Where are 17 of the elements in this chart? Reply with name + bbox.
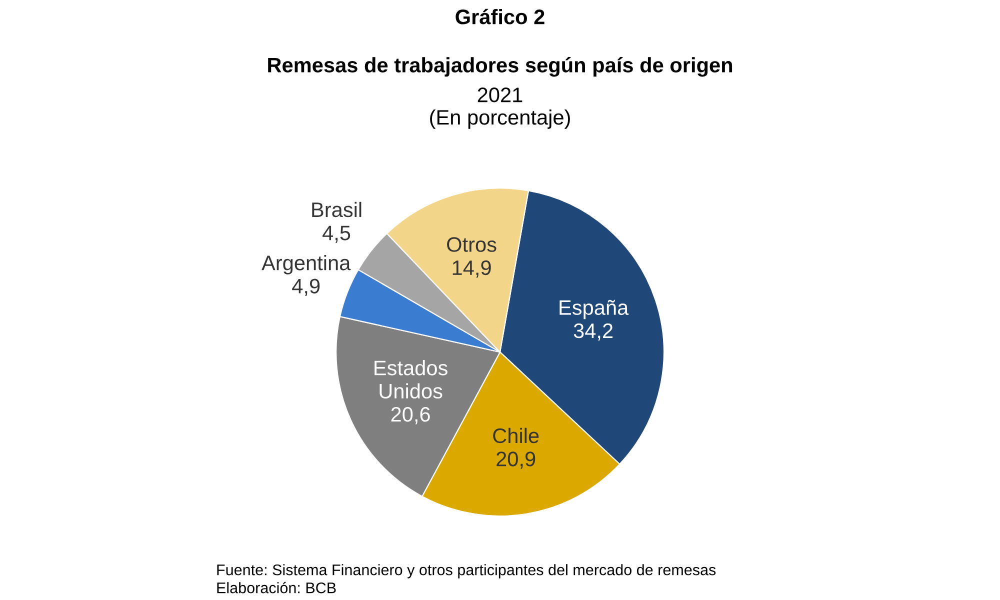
- chart-subtitle: 2021 (En porcentaje): [430, 88, 570, 129]
- slice-label: Argentina: [262, 255, 351, 274]
- text: Gráfico 2: [456, 8, 544, 24]
- text: Elaboración: BCB: [217, 582, 336, 594]
- data-label: 34,2: [574, 323, 613, 341]
- data-label: 20,9: [496, 452, 536, 469]
- slice-label: Chile: [493, 428, 539, 444]
- source-note: Fuente: Sistema Financiero y otros participantes del mercado de remesas: [217, 564, 716, 578]
- data-label: 14,9: [452, 260, 491, 278]
- data-label: 20,6: [391, 406, 430, 424]
- slice-label: España: [560, 300, 629, 320]
- data-label: 4,5: [322, 226, 350, 243]
- slice-label: Brasil: [312, 202, 362, 218]
- slice-label: Estados Unidos: [374, 360, 448, 399]
- chart-title: Remesas de trabajadores según país de origen: [268, 57, 732, 77]
- slice-label: Otros: [447, 237, 496, 252]
- data-label: 4,9: [292, 278, 320, 296]
